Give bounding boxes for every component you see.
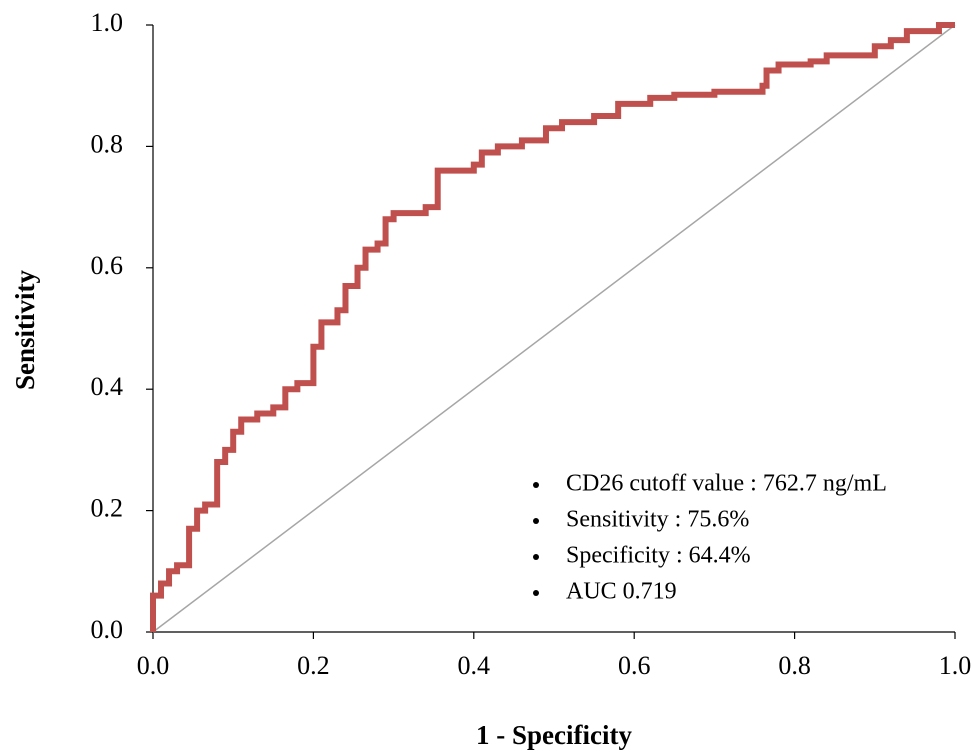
x-tick-label: 0.8 <box>778 651 811 680</box>
x-tick-label: 0.0 <box>137 651 170 680</box>
x-tick-label: 0.4 <box>458 651 491 680</box>
y-axis-title: Sensitivity <box>10 269 40 390</box>
x-tick-label: 1.0 <box>939 651 972 680</box>
y-tick-label: 0.0 <box>91 615 124 644</box>
bullet <box>533 482 539 488</box>
y-tick-label: 0.8 <box>91 129 124 158</box>
annotation: CD26 cutoff value : 762.7 ng/mL <box>566 471 887 497</box>
x-tick-label: 0.6 <box>618 651 651 680</box>
y-tick-label: 1.0 <box>91 8 124 37</box>
roc-curve <box>150 22 955 632</box>
y-tick-label: 0.2 <box>91 494 124 523</box>
bullet <box>533 590 539 596</box>
x-axis-title: 1 - Specificity <box>476 720 632 750</box>
y-tick-label: 0.6 <box>91 251 124 280</box>
bullet <box>533 554 539 560</box>
bullet <box>533 518 539 524</box>
annotation: Sensitivity : 75.6% <box>566 507 749 533</box>
annotation: Specificity : 64.4% <box>566 543 751 569</box>
y-tick-label: 0.4 <box>91 372 124 401</box>
x-tick-label: 0.2 <box>297 651 330 680</box>
reference-line <box>152 24 956 633</box>
annotation: AUC 0.719 <box>566 579 677 605</box>
